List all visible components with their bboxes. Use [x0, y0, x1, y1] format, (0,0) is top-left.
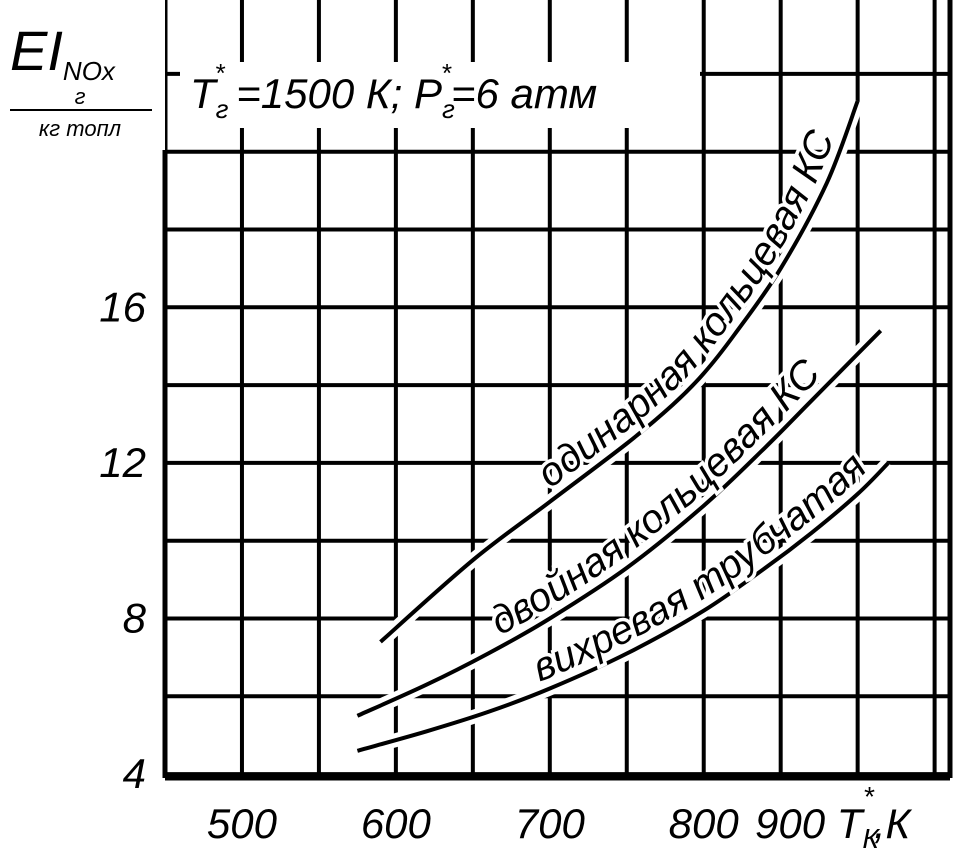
y-axis-unit-denominator: кг топл: [39, 116, 121, 141]
chart-title: Tг* =1500 К; Pг*=6 атм: [190, 58, 597, 124]
y-tick-labels: 16 12 8 4: [99, 283, 146, 797]
series-line: [379, 100, 860, 644]
y-tick-label: 4: [123, 750, 146, 797]
x-tick-label: 800: [669, 800, 740, 847]
y-axis-label: EINOx: [10, 19, 116, 86]
y-tick-label: 12: [99, 439, 146, 486]
y-tick-label: 16: [99, 283, 146, 330]
y-tick-label: 8: [123, 595, 147, 642]
series-line: [356, 329, 883, 718]
series-label: одинарная кольцевая КС: [529, 124, 843, 497]
y-axis-unit-numerator: г: [75, 84, 86, 109]
x-tick-label: 600: [361, 800, 432, 847]
x-tick-label: 500: [207, 800, 278, 847]
series-curves: [354, 98, 894, 758]
x-axis-label: 900 TК*,К: [755, 781, 912, 854]
series-line: [356, 461, 890, 753]
x-tick-label: 700: [515, 800, 586, 847]
x-tick-labels: 500 600 700 800: [207, 800, 739, 847]
